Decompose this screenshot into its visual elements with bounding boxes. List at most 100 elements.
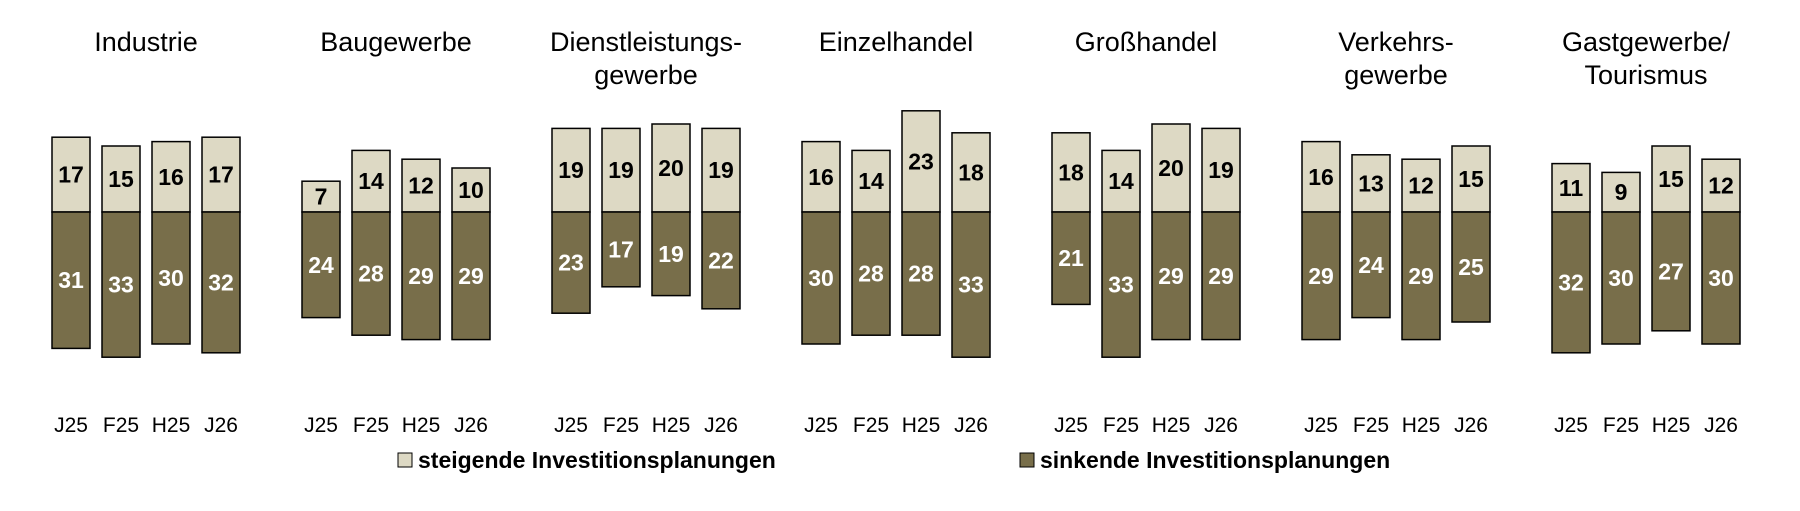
bar-rising	[1201, 127, 1241, 213]
x-tick-label: F25	[1103, 414, 1139, 437]
panel-title: gewerbe	[1344, 60, 1448, 90]
x-tick-label: H25	[152, 414, 191, 437]
panel-title: Gastgewerbe/	[1562, 27, 1731, 57]
x-tick-label: J26	[454, 414, 488, 437]
x-tick-label: J25	[54, 414, 88, 437]
data-label-falling: 17	[608, 236, 634, 262]
x-tick-label: J25	[304, 414, 338, 437]
bar-falling	[851, 211, 891, 336]
bar-falling	[1601, 211, 1641, 345]
data-label-falling: 28	[858, 261, 884, 287]
panel-title: Verkehrs-	[1338, 27, 1454, 57]
data-label-falling: 31	[58, 267, 84, 293]
data-label-rising: 14	[858, 168, 884, 194]
data-label-rising: 16	[1308, 164, 1334, 190]
x-tick-label: J26	[1204, 414, 1238, 437]
panel-7: Gastgewerbe/Tourismus 11 32 J25 9 30 F25 15 27 H2…	[1551, 27, 1741, 437]
panel-title: Baugewerbe	[320, 27, 472, 57]
data-label-falling: 24	[1358, 252, 1384, 278]
panel-title: Großhandel	[1075, 27, 1218, 57]
data-label-falling: 29	[458, 263, 484, 289]
bar-rising	[1451, 145, 1491, 213]
data-label-rising: 20	[1158, 155, 1184, 181]
data-label-rising: 16	[158, 164, 184, 190]
bar-falling	[1201, 211, 1241, 341]
bar-rising	[51, 136, 91, 213]
data-label-falling: 32	[1558, 269, 1584, 295]
bar-rising	[901, 110, 941, 213]
bar-falling	[301, 211, 341, 319]
bar-rising	[601, 127, 641, 213]
data-label-falling: 30	[1708, 265, 1734, 291]
data-label-falling: 29	[1208, 263, 1234, 289]
panel-3: Dienstleistungs-gewerbe 19 23 J25 19 17 F25 20 1…	[550, 27, 742, 437]
x-tick-label: H25	[652, 414, 691, 437]
data-label-rising: 12	[1708, 173, 1734, 199]
data-label-falling: 33	[108, 272, 134, 298]
legend: steigende Investitionsplanungen sinkende…	[397, 447, 1390, 473]
x-tick-label: J26	[704, 414, 738, 437]
x-tick-label: J26	[1704, 414, 1738, 437]
x-tick-label: J25	[1054, 414, 1088, 437]
data-label-rising: 19	[608, 157, 634, 183]
data-label-rising: 9	[1615, 179, 1628, 205]
bar-falling	[951, 211, 991, 358]
bar-rising	[851, 149, 891, 213]
legend-swatch-rising	[397, 452, 413, 468]
legend-label-rising: steigende Investitionsplanungen	[418, 447, 776, 473]
data-label-falling: 25	[1458, 254, 1484, 280]
data-label-falling: 29	[1158, 263, 1184, 289]
x-tick-label: J26	[1454, 414, 1488, 437]
data-label-rising: 15	[1658, 166, 1684, 192]
bar-falling	[151, 211, 191, 345]
data-label-falling: 30	[158, 265, 184, 291]
bar-falling	[351, 211, 391, 336]
data-label-rising: 17	[208, 162, 234, 188]
x-tick-label: F25	[1353, 414, 1389, 437]
data-label-falling: 30	[1608, 265, 1634, 291]
bar-falling	[1301, 211, 1341, 341]
bar-rising	[1151, 123, 1191, 213]
x-tick-label: H25	[1152, 414, 1191, 437]
data-label-rising: 15	[108, 166, 134, 192]
bar-falling	[1651, 211, 1691, 332]
panel-title: Einzelhandel	[819, 27, 974, 57]
data-label-rising: 13	[1358, 170, 1384, 196]
bar-falling	[401, 211, 441, 341]
bar-rising	[551, 127, 591, 213]
data-label-falling: 27	[1658, 258, 1684, 284]
chart-panels: Industrie1731J251533F251630H251732J26Bau…	[51, 27, 1741, 437]
data-label-rising: 7	[315, 184, 328, 210]
data-label-rising: 19	[1208, 157, 1234, 183]
bar-falling	[1451, 211, 1491, 323]
data-label-rising: 10	[458, 177, 484, 203]
x-tick-label: F25	[853, 414, 889, 437]
data-label-falling: 19	[658, 241, 684, 267]
data-label-rising: 18	[958, 159, 984, 185]
x-tick-label: H25	[1402, 414, 1441, 437]
x-tick-label: J26	[204, 414, 238, 437]
panel-1: Industrie 17 31 J25 15 33 F25 16 30 H25 17 32 J26	[51, 27, 241, 437]
x-tick-label: J26	[954, 414, 988, 437]
data-label-rising: 16	[808, 164, 834, 190]
data-label-falling: 24	[308, 252, 334, 278]
x-tick-label: J25	[1554, 414, 1588, 437]
data-label-falling: 29	[408, 263, 434, 289]
data-label-rising: 14	[1108, 168, 1134, 194]
x-tick-label: H25	[402, 414, 441, 437]
bar-rising	[651, 123, 691, 213]
data-label-falling: 23	[558, 250, 584, 276]
legend-swatch-falling	[1019, 452, 1035, 468]
panel-4: Einzelhandel 16 30 J25 14 28 F25 23 28 H25 18 33 J26	[801, 27, 991, 437]
x-tick-label: J25	[1304, 414, 1338, 437]
x-tick-label: F25	[353, 414, 389, 437]
data-label-rising: 23	[908, 148, 934, 174]
bar-falling	[1701, 211, 1741, 345]
bar-rising	[701, 127, 741, 213]
bar-falling	[651, 211, 691, 297]
bar-rising	[1401, 158, 1441, 213]
bar-falling	[901, 211, 941, 336]
legend-label-falling: sinkende Investitionsplanungen	[1040, 447, 1390, 473]
data-label-rising: 18	[1058, 159, 1084, 185]
